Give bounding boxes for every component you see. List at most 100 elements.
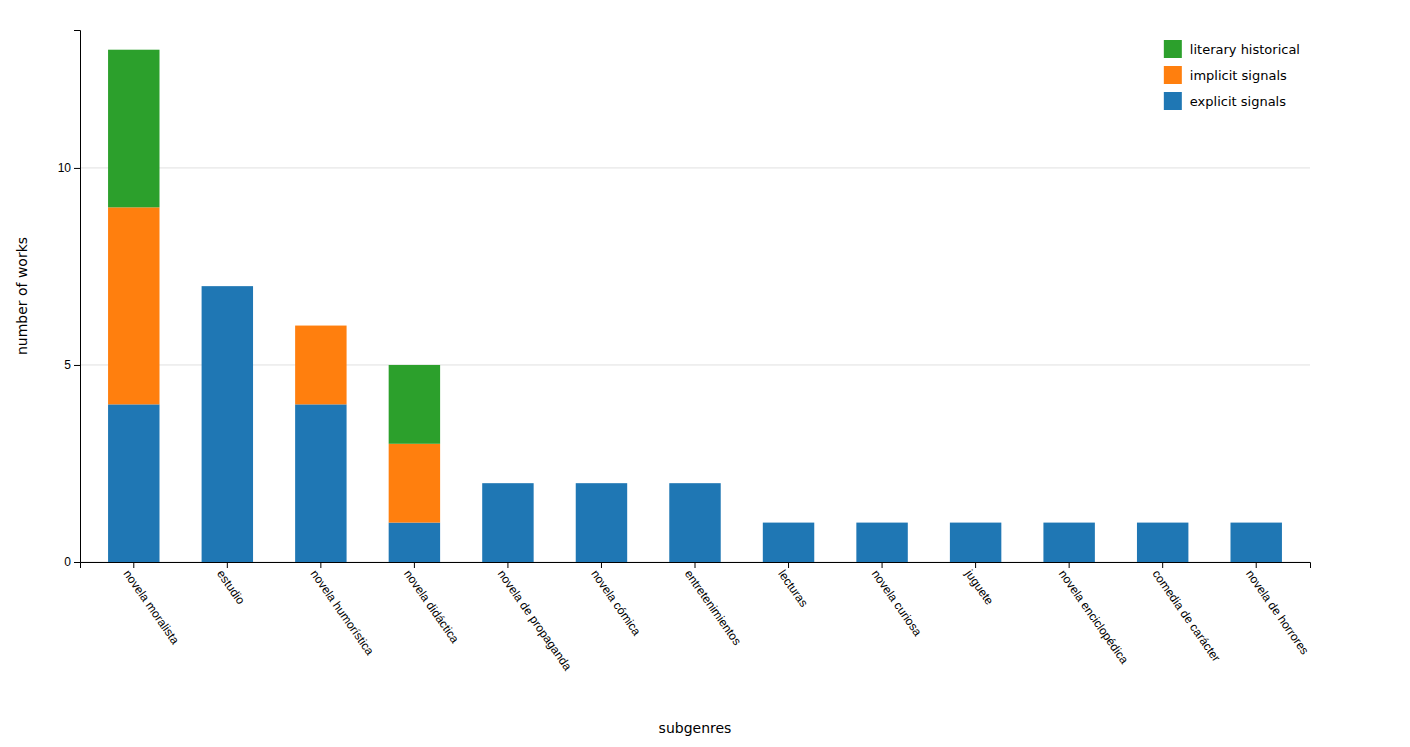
y-axis: 0 5 10 xyxy=(58,31,81,570)
bar-segment xyxy=(669,483,720,484)
bar-segment xyxy=(950,523,1001,562)
legend-swatch xyxy=(1164,92,1182,110)
tick-label: novela cómica xyxy=(588,567,644,638)
bar-segment xyxy=(482,483,533,562)
tick-mark xyxy=(1162,562,1163,568)
tick: novela cómica xyxy=(588,562,644,638)
bar-segment xyxy=(482,483,533,484)
legend-swatch xyxy=(1164,40,1182,58)
tick-label: comedia de carácter xyxy=(1149,567,1223,664)
tick-label: lecturas xyxy=(775,567,811,609)
tick-mark xyxy=(1069,562,1070,568)
bar-segment xyxy=(108,404,159,562)
tick: 10 xyxy=(58,161,80,175)
tick-label: estudio xyxy=(214,567,248,607)
tick: novela de propaganda xyxy=(495,562,575,673)
tick-label: novela de propaganda xyxy=(495,567,575,673)
series xyxy=(108,286,1282,562)
tick: juguete xyxy=(962,562,997,608)
bar-segment xyxy=(1230,522,1281,523)
tick: 0 xyxy=(64,555,80,569)
bar-segment xyxy=(389,444,440,523)
grid-line xyxy=(80,364,1310,365)
bar-segment xyxy=(295,404,346,562)
tick-label: novela de horrores xyxy=(1243,567,1312,657)
legend-label: literary historical xyxy=(1190,42,1300,57)
y-axis-title: number of works xyxy=(14,237,30,355)
tick-label: novela curiosa xyxy=(869,567,925,639)
bar-segment xyxy=(295,326,346,405)
tick-mark xyxy=(975,562,976,568)
tick: novela humorística xyxy=(308,562,377,658)
legend-item: literary historical xyxy=(1164,40,1300,58)
axis-line xyxy=(81,563,1311,569)
tick-mark xyxy=(507,562,508,568)
bar-segment xyxy=(1137,523,1188,562)
bar-segment xyxy=(856,522,907,523)
x-axis: novela moralista estudio novela humorístic… xyxy=(81,562,1312,673)
bar-segment xyxy=(763,522,814,523)
tick-label: novela didáctica xyxy=(401,567,462,646)
tick-label: 0 xyxy=(64,555,71,569)
bar-segment xyxy=(763,522,814,523)
bar-segment xyxy=(1043,522,1094,523)
tick: novela de horrores xyxy=(1243,562,1312,657)
series xyxy=(108,50,440,444)
bar-segment xyxy=(856,522,907,523)
legend: literary historical implicit signals expli… xyxy=(1164,40,1300,110)
tick-mark xyxy=(882,562,883,568)
tick-label: juguete xyxy=(962,566,997,607)
tick-label: 5 xyxy=(64,358,71,372)
bars xyxy=(108,50,1282,562)
grid xyxy=(80,168,1310,562)
tick: lecturas xyxy=(775,562,811,610)
bar-segment xyxy=(950,522,1001,523)
tick-mark xyxy=(788,562,789,568)
legend-label: implicit signals xyxy=(1190,68,1287,83)
bar-segment xyxy=(389,523,440,562)
bar-segment xyxy=(1230,522,1281,523)
legend-label: explicit signals xyxy=(1190,94,1286,109)
bar-segment xyxy=(202,286,253,562)
chart: 0 5 10 novela moralista estudio novela humorí… xyxy=(0,0,1410,747)
legend-item: explicit signals xyxy=(1164,92,1286,110)
axis-line xyxy=(74,31,81,563)
legend-swatch xyxy=(1164,66,1182,84)
bar-segment xyxy=(202,286,253,287)
tick-mark xyxy=(74,365,80,366)
bar-segment xyxy=(669,483,720,562)
tick-label: novela enciclopédica xyxy=(1056,567,1132,667)
tick: comedia de carácter xyxy=(1149,562,1223,664)
tick-mark xyxy=(74,168,80,169)
bar-segment xyxy=(669,483,720,484)
tick-label: 10 xyxy=(58,161,72,175)
bar-segment xyxy=(950,522,1001,523)
bar-segment xyxy=(202,286,253,287)
bar-segment xyxy=(1230,523,1281,562)
bar-segment xyxy=(576,483,627,562)
series xyxy=(108,207,440,522)
tick-label: entretenimientos xyxy=(682,567,744,648)
bar-segment xyxy=(1137,522,1188,523)
tick-label: novela moralista xyxy=(121,567,183,647)
tick-label: novela humorística xyxy=(308,567,377,658)
bar-segment xyxy=(295,325,346,326)
bar-segment xyxy=(1043,522,1094,523)
tick-mark xyxy=(1256,562,1257,568)
bar-segment xyxy=(108,50,159,208)
tick-mark xyxy=(414,562,415,568)
grid-line xyxy=(80,167,1310,168)
bar-segment xyxy=(1043,523,1094,562)
tick: novela didáctica xyxy=(401,562,462,646)
tick-mark xyxy=(74,562,80,563)
tick-mark xyxy=(320,562,321,568)
tick: novela moralista xyxy=(121,562,183,647)
bar-segment xyxy=(856,523,907,562)
tick: novela enciclopédica xyxy=(1056,562,1132,667)
tick: estudio xyxy=(214,562,248,607)
bar-segment xyxy=(108,207,159,404)
tick: novela curiosa xyxy=(869,562,925,639)
bar-segment xyxy=(576,483,627,484)
x-axis-title: subgenres xyxy=(659,720,732,736)
tick-mark xyxy=(227,562,228,568)
